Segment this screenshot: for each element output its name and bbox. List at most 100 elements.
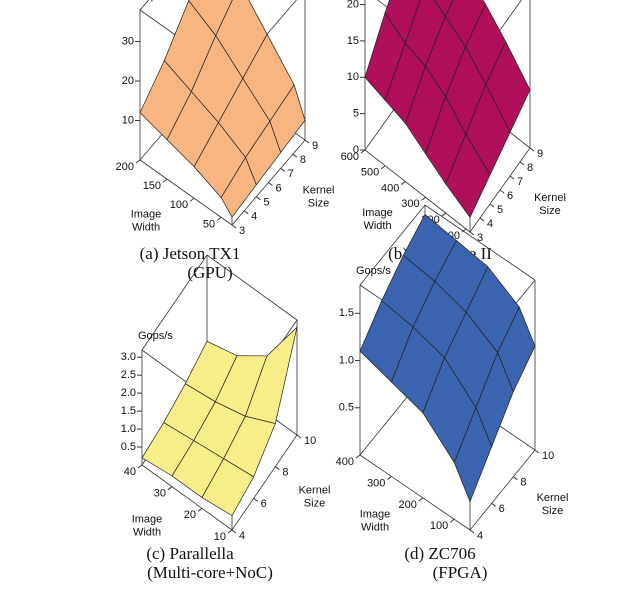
- x-axis-label: Image: [132, 513, 163, 525]
- x-tick: [360, 149, 366, 154]
- y-tick: [534, 449, 540, 454]
- y-axis-label: Kernel: [537, 492, 569, 504]
- y-tick-label: 8: [527, 162, 533, 174]
- x-tick: [401, 181, 406, 185]
- z-axis-label: Gops/s: [356, 265, 391, 277]
- x-tick: [216, 216, 222, 221]
- z-axis-label: Gops/s: [136, 0, 171, 2]
- x-tick: [449, 518, 455, 523]
- x-tick-label: 400: [381, 182, 399, 194]
- x-tick-label: 10: [214, 531, 226, 543]
- y-tick-label: 4: [477, 530, 483, 542]
- y-axis-label: Kernel: [303, 184, 335, 196]
- y-tick: [275, 466, 280, 471]
- x-tick-label: 30: [154, 488, 166, 500]
- y-tick-label: 6: [261, 498, 267, 510]
- y-tick: [268, 182, 273, 186]
- y-tick: [499, 189, 505, 194]
- y-tick-label: 9: [312, 140, 318, 152]
- box-edge: [141, 464, 233, 531]
- x-axis-label: Image: [131, 208, 162, 220]
- z-tick-label: 1.5: [121, 405, 136, 417]
- z-tick-label: 2.5: [121, 369, 136, 381]
- x-axis-label: Width: [363, 220, 391, 232]
- x-tick-label: 300: [367, 477, 385, 489]
- z-tick-label: 15: [347, 35, 359, 47]
- z-tick-label: 10: [347, 71, 359, 83]
- y-tick-label: 6: [499, 503, 505, 515]
- y-tick: [304, 139, 310, 144]
- x-tick-label: 50: [203, 218, 215, 230]
- box-edge: [359, 454, 471, 531]
- caption-title: (c) Parallella: [146, 544, 234, 563]
- y-axis-label: Size: [304, 497, 325, 509]
- y-axis-label: Size: [542, 505, 563, 517]
- y-tick: [469, 231, 475, 236]
- z-tick-label: 1.0: [121, 423, 136, 435]
- y-tick: [292, 153, 298, 158]
- box-edge: [141, 254, 208, 351]
- y-tick-label: 3: [477, 232, 483, 244]
- surface-patch: [445, 133, 491, 219]
- y-tick-label: 6: [276, 182, 282, 194]
- z-tick-label: 20: [122, 75, 134, 87]
- caption-title: (a) Jetson TX1: [140, 244, 241, 263]
- y-tick-label: 10: [304, 435, 316, 447]
- x-tick: [167, 486, 173, 491]
- x-tick: [380, 165, 386, 170]
- x-tick-label: 200: [116, 161, 134, 173]
- box-edge: [424, 204, 536, 281]
- x-axis-label: Image: [360, 508, 391, 520]
- y-axis-label: Size: [539, 205, 560, 217]
- x-axis-label: Width: [361, 521, 389, 533]
- z-tick-label: 10: [122, 114, 134, 126]
- z-tick-label: 2.0: [121, 387, 136, 399]
- y-tick: [529, 147, 535, 152]
- z-tick-label: 1.0: [339, 354, 354, 366]
- box-edge: [364, 149, 471, 233]
- z-tick-label: 0.5: [339, 402, 354, 414]
- caption-subtitle: (GPU): [187, 263, 232, 282]
- y-tick: [519, 161, 525, 166]
- y-tick-label: 8: [520, 477, 526, 489]
- y-tick-label: 7: [288, 168, 294, 180]
- x-tick: [418, 497, 424, 502]
- y-axis-label: Size: [308, 197, 329, 209]
- x-tick-label: 40: [124, 466, 136, 478]
- y-tick-label: 9: [537, 148, 543, 160]
- x-tick-label: 300: [401, 198, 419, 210]
- y-tick: [489, 203, 495, 208]
- y-tick: [479, 217, 485, 222]
- caption-title: (d) ZC706: [404, 544, 475, 563]
- y-tick: [231, 224, 237, 229]
- z-tick-label: 0.5: [121, 441, 136, 453]
- surface-patch: [453, 406, 493, 503]
- x-tick: [135, 159, 141, 164]
- x-tick-label: 100: [430, 520, 448, 532]
- y-tick-label: 5: [497, 204, 503, 216]
- y-tick-label: 10: [542, 450, 554, 462]
- z-tick-label: 5: [353, 108, 359, 120]
- x-tick: [197, 507, 203, 512]
- y-tick: [280, 167, 285, 172]
- x-axis-label: Width: [132, 221, 160, 233]
- z-tick-label: 20: [347, 0, 359, 10]
- y-tick: [231, 529, 237, 534]
- x-tick: [441, 212, 447, 217]
- y-tick: [253, 497, 258, 502]
- y-tick: [256, 196, 261, 201]
- x-tick-label: 100: [170, 199, 188, 211]
- x-tick-label: 600: [341, 151, 359, 163]
- y-tick-label: 3: [239, 225, 245, 237]
- y-tick-label: 5: [263, 197, 269, 209]
- caption-subtitle: (Multi-core+NoC): [147, 563, 273, 582]
- surface-patch: [434, 0, 454, 18]
- x-axis-label: Image: [362, 207, 393, 219]
- y-tick: [513, 476, 518, 481]
- x-tick-label: 400: [336, 456, 354, 468]
- y-tick: [296, 434, 302, 439]
- x-tick-label: 150: [143, 180, 161, 192]
- x-tick: [355, 454, 361, 459]
- x-tick: [387, 476, 392, 480]
- y-tick-label: 4: [239, 530, 245, 542]
